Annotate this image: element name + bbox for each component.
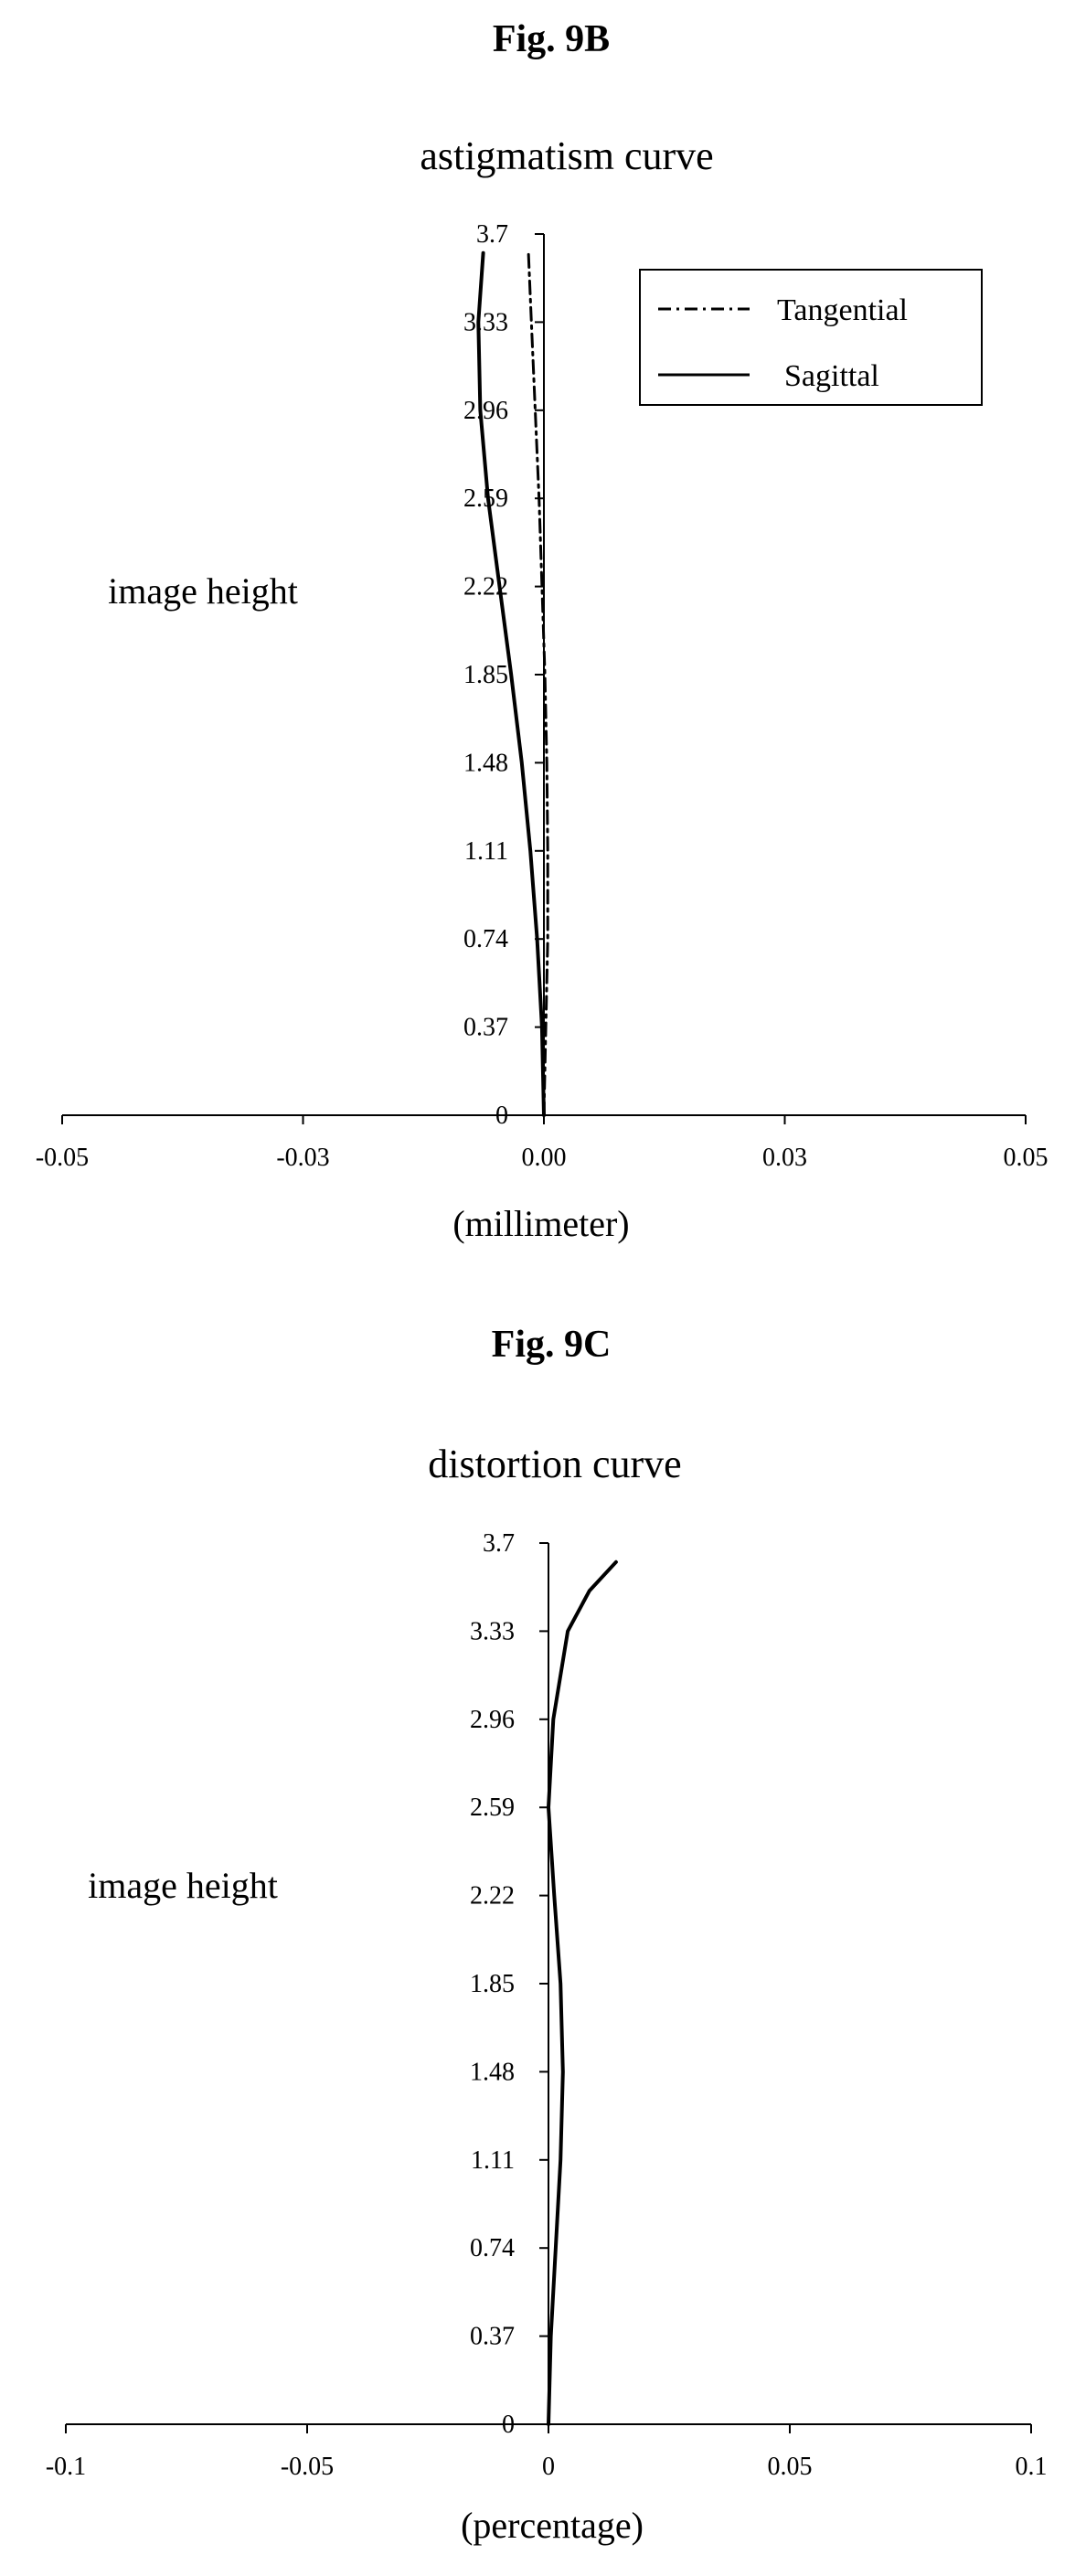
y-tick-label: 0.37: [463, 1014, 508, 1042]
y-tick-label: 2.22: [470, 1882, 515, 1911]
series-line-sagittal: [476, 250, 546, 1117]
x-tick-label: 0.05: [768, 2453, 813, 2481]
y-tick-label: 1.48: [463, 749, 508, 777]
y-tick-label: 0.74: [470, 2234, 515, 2262]
x-tick-label: -0.05: [281, 2453, 334, 2481]
y-tick-label: 1.11: [471, 2146, 515, 2175]
y-tick-label: 1.11: [464, 837, 508, 866]
x-tick-label: -0.1: [46, 2453, 86, 2481]
y-tick-label: 2.59: [470, 1794, 515, 1822]
y-tick-label: 3.33: [463, 308, 508, 336]
figure-9b: Fig. 9B astigmatism curve image height (…: [36, 18, 1048, 1244]
x-tick-label: 0: [542, 2453, 555, 2481]
y-tick-label: 1.85: [470, 1970, 515, 1998]
y-tick-label: 3.33: [470, 1617, 515, 1645]
series-distortion: [547, 1559, 618, 2426]
y-tick-label: 2.96: [463, 397, 508, 425]
legend-frame: [639, 269, 983, 406]
legend-label-sagittal: Sagittal: [784, 359, 879, 393]
series-line-series-0: [547, 1559, 618, 2426]
y-tick-label: 0: [502, 2411, 515, 2439]
x-axis-label-distortion: (percentage): [461, 2505, 644, 2546]
chart-title-distortion: distortion curve: [428, 1442, 681, 1486]
x-tick-label: -0.05: [36, 1144, 89, 1172]
y-tick-label: 3.7: [476, 220, 508, 249]
y-tick-label: 2.96: [470, 1706, 515, 1734]
y-tick-label: 1.85: [463, 661, 508, 689]
y-tick-label: 0.74: [463, 925, 508, 953]
y-tick-label: 0.37: [470, 2323, 515, 2351]
y-tick-label: 1.48: [470, 2058, 515, 2086]
figure-label-9b: Fig. 9B: [493, 18, 610, 60]
y-ticks-distortion: 0 0.37 0.74 1.11 1.48 1.85 2.22 2.59 2.96 3.33 3.7: [470, 1529, 548, 2439]
x-tick-label: 0.1: [1016, 2453, 1048, 2481]
chart-title-astigmatism: astigmatism curve: [420, 133, 713, 178]
figure-9c: Fig. 9C distortion curve image height (p…: [46, 1324, 1048, 2546]
y-tick-label: 3.7: [483, 1529, 515, 1558]
y-axis-label-astigmatism: image height: [108, 570, 298, 612]
x-ticks-astigmatism: -0.05 -0.03 0.00 0.03 0.05: [36, 1115, 1048, 1172]
legend-astigmatism: Tangential Sagittal: [639, 269, 983, 406]
x-tick-label: 0.03: [762, 1144, 807, 1172]
x-ticks-distortion: -0.1 -0.05 0 0.05 0.1: [46, 2424, 1048, 2481]
series-astigmatism: [476, 250, 549, 1117]
legend-label-tangential: Tangential: [777, 293, 908, 327]
y-tick-label: 0: [495, 1102, 508, 1130]
x-tick-label: 0.00: [522, 1144, 567, 1172]
x-tick-label: 0.05: [1004, 1144, 1048, 1172]
y-ticks-astigmatism: 00.370.741.111.481.852.222.592.963.333.7: [463, 220, 544, 1130]
x-tick-label: -0.03: [276, 1144, 329, 1172]
series-line-tangential: [527, 251, 549, 1117]
y-axis-label-distortion: image height: [88, 1865, 278, 1906]
figure-label-9c: Fig. 9C: [492, 1324, 612, 1366]
x-axis-label-astigmatism: (millimeter): [452, 1203, 629, 1244]
